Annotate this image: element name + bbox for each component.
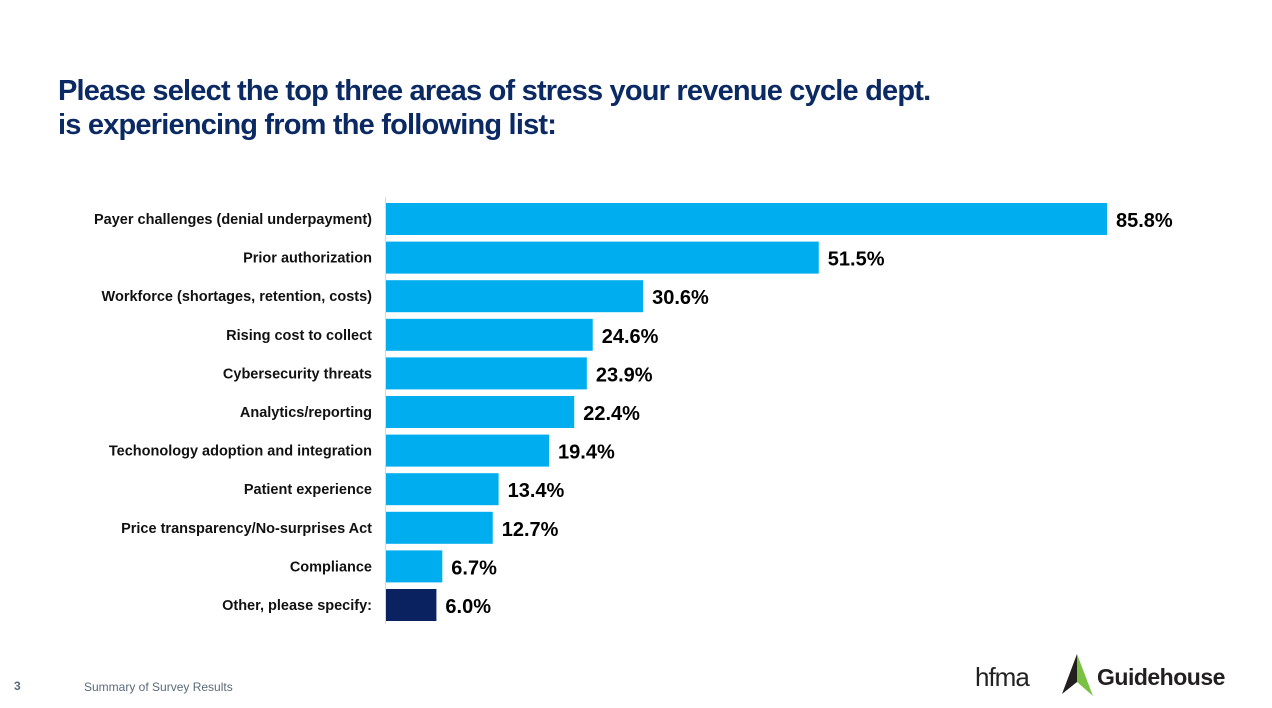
title-line-1: Please select the top three areas of str…: [58, 75, 931, 107]
bar: [386, 241, 819, 274]
bar: [386, 396, 575, 428]
bar: [386, 203, 1107, 235]
bar: [386, 280, 644, 313]
guidehouse-logo-icon: [1062, 654, 1093, 696]
data-label: 19.4%: [558, 442, 615, 464]
bar: [386, 473, 499, 506]
data-label: 85.8%: [1116, 210, 1173, 232]
bar: [386, 357, 587, 390]
data-label: 22.4%: [583, 403, 640, 425]
data-label: 6.7%: [451, 557, 497, 579]
footer-text: Summary of Survey Results: [84, 680, 233, 694]
bar: [386, 511, 493, 544]
category-label: Rising cost to collect: [226, 328, 372, 344]
data-label: 23.9%: [596, 364, 653, 386]
data-label: 6.0%: [445, 596, 491, 618]
data-label: 12.7%: [502, 519, 559, 541]
category-label: Price transparency/No-surprises Act: [121, 521, 372, 537]
bar: [386, 589, 437, 621]
category-label: Cybersecurity threats: [223, 366, 372, 382]
bar: [386, 434, 550, 467]
page-number: 3: [14, 679, 21, 693]
guidehouse-logo: Guidehouse: [1097, 664, 1225, 690]
category-label: Other, please specify:: [222, 598, 372, 614]
category-label: Compliance: [290, 559, 372, 575]
category-label: Payer challenges (denial underpayment): [94, 212, 372, 228]
bar: [386, 550, 443, 583]
category-label: Workforce (shortages, retention, costs): [102, 289, 373, 305]
page-title: Please select the top three areas of str…: [58, 74, 931, 142]
data-label: 30.6%: [652, 287, 709, 309]
hfma-logo: hfma: [975, 662, 1030, 692]
data-label: 13.4%: [508, 480, 565, 502]
data-label: 51.5%: [828, 249, 885, 271]
data-label: 24.6%: [602, 326, 659, 348]
category-label: Prior authorization: [243, 251, 372, 267]
category-label: Techonology adoption and integration: [109, 444, 372, 460]
title-line-2: is experiencing from the following list:: [58, 109, 557, 141]
category-label: Patient experience: [244, 482, 372, 498]
bar: [386, 318, 593, 351]
category-label: Analytics/reporting: [240, 405, 372, 421]
